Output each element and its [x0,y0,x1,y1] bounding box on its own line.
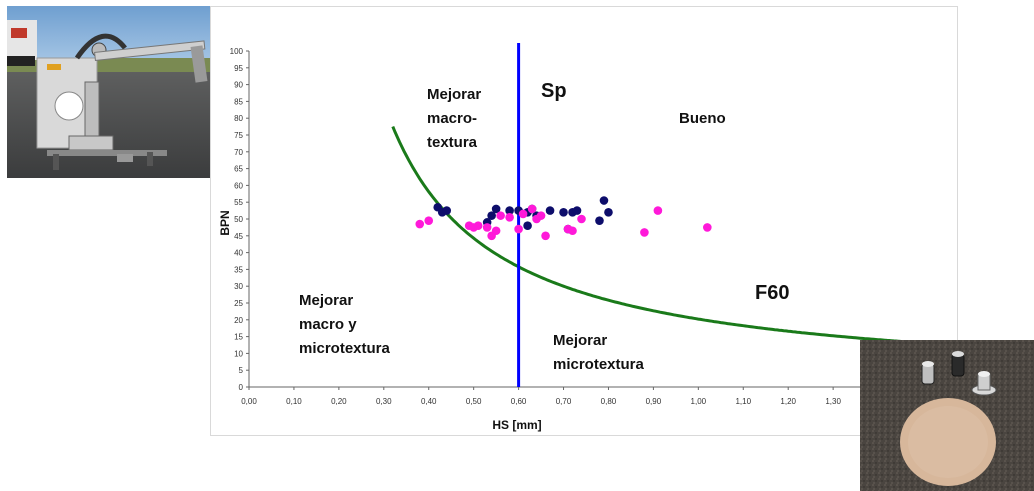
data-point-navy [523,221,532,231]
y-tick-label: 40 [234,249,243,258]
y-tick-label: 65 [234,165,243,174]
y-tick-label: 50 [234,215,243,224]
data-point-navy [505,206,514,215]
data-point-magenta [514,224,523,234]
y-tick-label: 85 [234,97,243,106]
data-point-magenta [577,214,586,224]
y-tick-label: 10 [234,349,243,358]
y-tick-label: 70 [234,148,243,157]
y-tick-label: 15 [234,333,243,342]
x-tick-label: 0,40 [421,397,437,406]
f60-label: F60 [755,282,789,304]
data-point-magenta [536,211,546,220]
sand-patch-photo [860,340,1034,491]
y-tick-label: 100 [230,47,244,56]
data-point-magenta [482,223,492,232]
data-point-magenta [496,211,505,220]
annotation-macro-line1: Mejorar [427,86,481,103]
y-tick-label: 75 [234,131,243,140]
data-point-magenta [518,209,528,219]
data-point-navy [487,211,496,220]
data-point-navy [545,206,555,215]
data-point-magenta [415,219,425,229]
x-tick-label: 0,50 [466,397,482,406]
x-tick-label: 0,90 [646,397,662,406]
data-point-navy [595,216,604,225]
annotation-both-line1: Mejorar [299,292,353,309]
data-point-magenta [703,223,712,232]
x-tick-label: 0,80 [601,397,617,406]
y-tick-label: 45 [234,232,243,241]
y-tick-label: 25 [234,299,243,308]
pendulum-tester-photo [7,6,213,178]
annotation-macro-line3: textura [427,134,478,151]
data-point-magenta [473,221,483,231]
data-point-navy [599,196,609,205]
data-point-magenta [640,228,649,237]
x-tick-label: 0,30 [376,397,392,406]
data-point-magenta [505,213,514,222]
sp-label: Sp [541,80,567,102]
x-tick-label: 0,20 [331,397,347,406]
annotation-macro-line2: macro- [427,110,477,127]
annotation-micro-line1: Mejorar [553,332,607,349]
annotation-bueno: Bueno [679,110,726,127]
f60-curve [391,126,924,345]
y-tick-label: 90 [234,81,243,90]
y-tick-label: 55 [234,198,243,207]
y-tick-label: 30 [234,282,243,291]
annotation-both-line3: microtextura [299,340,391,357]
data-point-magenta [424,216,434,225]
data-point-navy [604,207,613,217]
y-tick-label: 20 [234,316,243,325]
y-tick-label: 0 [239,383,244,392]
data-point-navy [572,206,582,215]
x-tick-label: 1,00 [691,397,707,406]
annotation-both-line2: macro y [299,316,357,333]
x-tick-label: 1,10 [735,397,751,406]
x-tick-label: 1,20 [780,397,796,406]
chart-panel: 0 5 10 15 20 25 30 35 40 45 50 55 60 65 70 75 80 85 90 95 10… [210,6,958,436]
data-point-magenta [653,206,663,215]
data-point-magenta [568,226,577,236]
y-tick-label: 80 [234,114,243,123]
scatter-chart: 0 5 10 15 20 25 30 35 40 45 50 55 60 65 70 75 80 85 90 95 10… [218,43,924,432]
x-tick-label: 1,30 [825,397,841,406]
data-point-navy [491,204,501,214]
x-axis-label: HS [mm] [492,418,541,432]
y-axis-label: BPN [218,210,232,235]
x-tick-label: 0,00 [241,397,257,406]
annotation-micro-line2: microtextura [553,356,645,373]
y-tick-label: 95 [234,64,243,73]
data-point-magenta [541,231,550,241]
data-point-magenta [491,226,501,236]
x-tick-label: 0,10 [286,397,302,406]
y-tick-label: 35 [234,265,243,274]
y-tick-label: 5 [239,366,244,375]
data-point-navy [442,206,452,215]
data-point-navy [559,207,568,217]
x-tick-label: 0,60 [511,397,527,406]
y-tick-label: 60 [234,181,243,190]
x-tick-label: 0,70 [556,397,572,406]
data-point-magenta [527,204,537,214]
